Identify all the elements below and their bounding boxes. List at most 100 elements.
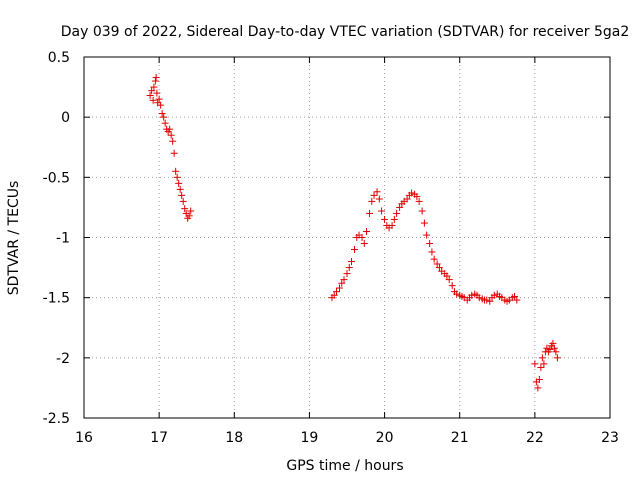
y-tick-label: -0.5: [43, 170, 70, 186]
data-point: [540, 360, 548, 368]
data-point: [330, 291, 338, 299]
data-point: [381, 215, 389, 223]
data-point: [408, 189, 416, 197]
x-tick-label: 17: [150, 430, 168, 446]
data-point: [413, 193, 421, 201]
x-tick-label: 20: [376, 430, 394, 446]
data-point: [396, 203, 404, 211]
data-point: [418, 207, 426, 215]
y-tick-label: 0.5: [48, 50, 70, 66]
data-point: [343, 270, 351, 278]
data-point: [335, 284, 343, 292]
y-axis-label: SDTVAR / TECUs: [6, 181, 22, 296]
data-point: [351, 246, 359, 254]
y-tick-label: -1: [56, 231, 70, 247]
data-point: [375, 195, 383, 203]
data-point: [430, 255, 438, 263]
data-point: [546, 345, 554, 353]
data-point: [378, 207, 386, 215]
data-point: [360, 240, 368, 248]
data-point: [166, 125, 174, 133]
data-point: [483, 296, 491, 304]
y-tick-label: 0: [61, 110, 70, 126]
y-tick-label: -2: [56, 351, 70, 367]
data-point: [345, 264, 353, 272]
plot-frame: [83, 56, 611, 419]
data-point: [486, 297, 494, 305]
data-point: [475, 294, 483, 302]
data-point: [550, 344, 558, 352]
data-point: [181, 205, 189, 213]
data-point: [146, 92, 154, 100]
data-point: [148, 87, 156, 95]
data-point: [403, 195, 411, 203]
x-axis-label: GPS time / hours: [286, 458, 403, 474]
x-tick-label: 16: [75, 430, 93, 446]
data-point: [423, 231, 431, 239]
data-point: [338, 279, 346, 287]
data-point: [511, 292, 519, 300]
data-point: [366, 209, 374, 217]
data-point: [393, 209, 401, 217]
data-point: [537, 363, 545, 371]
y-tick-label: -2.5: [43, 411, 70, 427]
data-point: [534, 384, 542, 392]
data-point: [453, 290, 461, 298]
x-tick-label: 19: [301, 430, 319, 446]
data-point: [158, 110, 166, 118]
data-point: [415, 197, 423, 205]
data-point: [185, 212, 193, 220]
data-point: [435, 264, 443, 272]
data-point: [420, 219, 428, 227]
data-point: [167, 131, 175, 139]
grid: [84, 57, 610, 418]
data-point: [175, 179, 183, 187]
data-point: [370, 191, 378, 199]
data-point: [153, 89, 161, 97]
data-point: [426, 240, 434, 248]
data-point: [448, 282, 456, 290]
x-tick-label: 23: [601, 430, 619, 446]
data-points: [146, 73, 561, 392]
x-tick-label: 22: [526, 430, 544, 446]
data-point: [332, 288, 340, 296]
data-point: [170, 149, 178, 157]
data-point: [433, 260, 441, 268]
data-point: [150, 83, 158, 91]
axis-ticks: 16 17 18 19 20 21 22 23 0.5 0 -0.5 -1 -1.5 -2 -2.5: [43, 50, 619, 446]
data-point: [149, 96, 157, 104]
data-point: [358, 234, 366, 241]
data-point: [531, 360, 539, 368]
data-point: [373, 188, 381, 196]
data-point: [553, 354, 561, 362]
data-point: [173, 173, 181, 181]
chart-title: Day 039 of 2022, Sidereal Day-to-day VTE…: [61, 24, 630, 40]
data-point: [388, 221, 396, 229]
data-point: [178, 191, 186, 199]
data-point: [368, 197, 376, 205]
data-point: [187, 207, 195, 215]
data-point: [157, 101, 165, 109]
data-point: [348, 258, 356, 266]
data-point: [176, 185, 184, 193]
data-point: [543, 344, 551, 352]
data-point: [428, 248, 436, 256]
data-point: [155, 95, 163, 103]
data-point: [161, 119, 169, 127]
data-point: [152, 73, 160, 81]
x-tick-label: 21: [451, 430, 469, 446]
data-point: [151, 77, 159, 85]
data-point: [340, 276, 348, 284]
data-point: [535, 375, 543, 383]
data-point: [172, 167, 180, 175]
data-point: [179, 197, 187, 205]
data-point: [363, 227, 371, 235]
data-point: [160, 113, 168, 121]
data-point: [549, 339, 557, 347]
data-point: [443, 272, 451, 280]
data-point: [390, 215, 398, 223]
data-point: [490, 291, 498, 299]
x-tick-label: 18: [225, 430, 243, 446]
data-point: [513, 296, 521, 304]
